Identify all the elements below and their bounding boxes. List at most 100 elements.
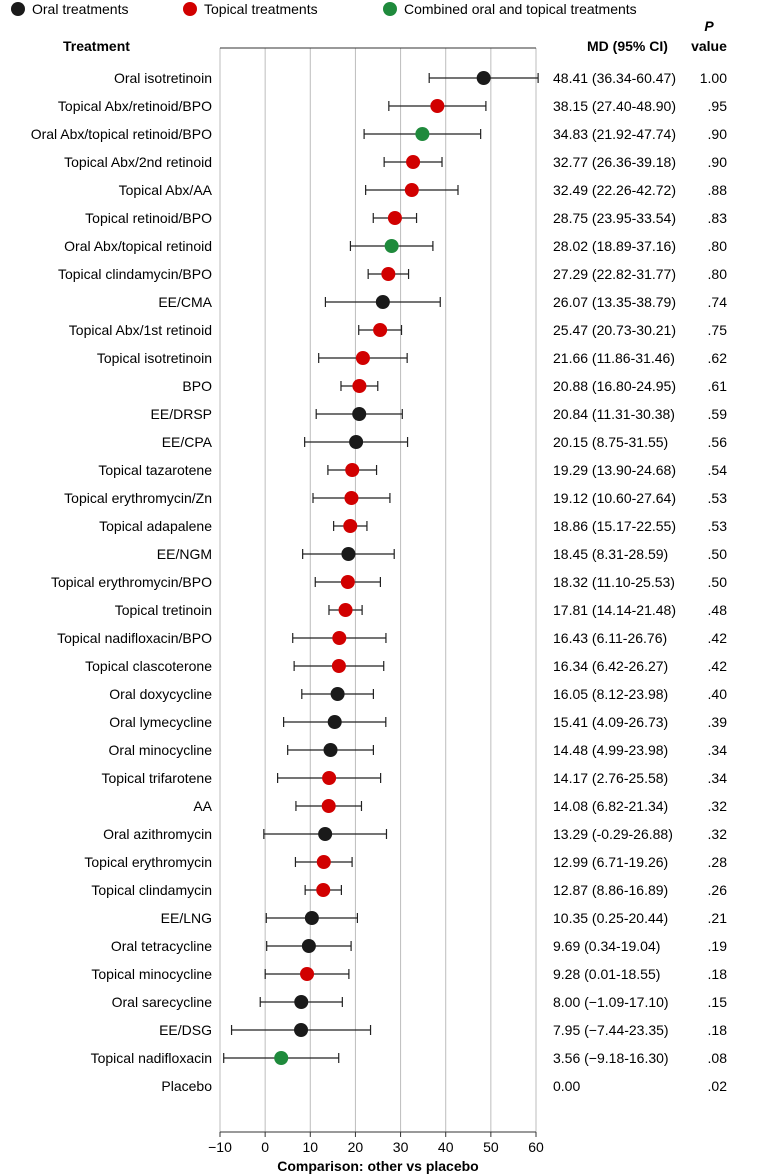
p-header-line2: value	[691, 38, 727, 54]
md-ci-value: 28.02 (18.89-37.16)	[553, 238, 676, 254]
table-row: EE/NGM 18.45 (8.31-28.59) .50	[157, 546, 727, 562]
md-ci-value: 18.32 (11.10-25.53)	[553, 574, 675, 590]
legend-combined-marker	[383, 2, 397, 16]
treatment-label: Topical trifarotene	[101, 770, 212, 786]
point-estimate	[430, 99, 445, 113]
md-ci-value: 21.66 (11.86-31.46)	[553, 350, 675, 366]
point-estimate	[332, 631, 347, 645]
table-row: Topical erythromycin/Zn 19.12 (10.60-27.6…	[64, 490, 727, 506]
md-ci-value: 17.81 (14.14-21.48)	[553, 602, 676, 618]
md-ci-value: 18.45 (8.31-28.59)	[553, 546, 668, 562]
p-value: .83	[708, 210, 728, 226]
point-estimate	[345, 463, 360, 477]
p-value: .75	[708, 322, 728, 338]
treatment-label: Placebo	[161, 1078, 212, 1094]
md-ci-value: 25.47 (20.73-30.21)	[553, 322, 676, 338]
point-estimate	[406, 155, 421, 169]
x-tick-label: 10	[302, 1139, 318, 1155]
p-value: .53	[708, 518, 728, 534]
table-row: Oral azithromycin 13.29 (-0.29-26.88) .32	[103, 826, 727, 842]
table-row: Oral Abx/topical retinoid 28.02 (18.89-37…	[64, 238, 727, 254]
x-axis-ticks: −10 0 10 20 30 40 50 60	[208, 1132, 544, 1155]
p-value: .62	[708, 350, 728, 366]
p-value: .34	[708, 742, 728, 758]
md-ci-value: 12.87 (8.86-16.89)	[553, 882, 668, 898]
treatment-label: Oral isotretinoin	[114, 70, 212, 86]
point-estimate	[349, 435, 364, 449]
md-ci-value: 9.69 (0.34-19.04)	[553, 938, 660, 954]
point-estimate	[304, 911, 319, 925]
treatment-label: Topical Abx/1st retinoid	[69, 322, 212, 338]
table-row: AA 14.08 (6.82-21.34) .32	[193, 798, 727, 814]
treatment-label: Topical adapalene	[99, 518, 212, 534]
table-row: Topical trifarotene 14.17 (2.76-25.58) .34	[101, 770, 727, 786]
md-ci-value: 32.77 (26.36-39.18)	[553, 154, 676, 170]
md-header: MD (95% CI)	[587, 38, 668, 54]
p-value: .90	[708, 126, 728, 142]
table-row: EE/DRSP 20.84 (11.31-30.38) .59	[151, 406, 728, 422]
x-tick-label: 20	[348, 1139, 364, 1155]
p-value: .80	[708, 238, 728, 254]
treatment-label: Oral Abx/topical retinoid	[64, 238, 212, 254]
md-ci-value: 9.28 (0.01-18.55)	[553, 966, 660, 982]
table-row: Topical erythromycin 12.99 (6.71-19.26) .2…	[84, 854, 727, 870]
x-tick-label: 30	[393, 1139, 409, 1155]
md-ci-value: 16.43 (6.11-26.76)	[553, 630, 667, 646]
p-value: .80	[708, 266, 728, 282]
table-row: Topical nadifloxacin 3.56 (−9.18-16.30) .0…	[91, 1050, 728, 1066]
grid	[219, 48, 537, 1132]
md-ci-value: 34.83 (21.92-47.74)	[553, 126, 676, 142]
treatment-label: Topical erythromycin/Zn	[64, 490, 212, 506]
point-estimate	[274, 1051, 289, 1065]
treatment-label: Oral Abx/topical retinoid/BPO	[31, 126, 212, 142]
table-row: Topical erythromycin/BPO 18.32 (11.10-25.…	[51, 574, 727, 590]
p-value: .34	[708, 770, 728, 786]
table-row: Topical tretinoin 17.81 (14.14-21.48) .48	[115, 602, 727, 618]
treatment-label: Topical clascoterone	[85, 658, 212, 674]
rows: Oral isotretinoin 48.41 (36.34-60.47) 1.00…	[31, 70, 728, 1094]
p-value: .42	[708, 630, 728, 646]
treatment-label: Oral tetracycline	[111, 938, 212, 954]
point-estimate	[323, 743, 338, 757]
table-row: Oral lymecycline 15.41 (4.09-26.73) .39	[109, 714, 727, 730]
treatment-label: Topical clindamycin	[91, 882, 212, 898]
point-estimate	[318, 827, 333, 841]
md-ci-value: 12.99 (6.71-19.26)	[553, 854, 668, 870]
treatment-label: Topical Abx/retinoid/BPO	[58, 98, 212, 114]
point-estimate	[330, 687, 345, 701]
md-ci-value: 13.29 (-0.29-26.88)	[553, 826, 673, 842]
p-value: .18	[708, 966, 728, 982]
md-ci-value: 26.07 (13.35-38.79)	[553, 294, 676, 310]
treatment-label: BPO	[182, 378, 212, 394]
md-ci-value: 38.15 (27.40-48.90)	[553, 98, 676, 114]
point-estimate	[387, 211, 402, 225]
point-estimate	[316, 855, 331, 869]
treatment-label: Topical tretinoin	[115, 602, 212, 618]
p-header-line1: P	[704, 18, 714, 34]
md-ci-value: 0.00	[553, 1078, 580, 1094]
md-ci-value: 19.12 (10.60-27.64)	[553, 490, 676, 506]
md-ci-value: 7.95 (−7.44-23.35)	[553, 1022, 669, 1038]
treatment-label: Topical clindamycin/BPO	[58, 266, 212, 282]
legend-oral-label: Oral treatments	[32, 1, 128, 17]
p-value: .21	[708, 910, 728, 926]
treatment-label: EE/DRSP	[151, 406, 212, 422]
point-estimate	[352, 407, 367, 421]
legend-topical-label: Topical treatments	[204, 1, 318, 17]
point-estimate	[327, 715, 342, 729]
table-row: Oral minocycline 14.48 (4.99-23.98) .34	[109, 742, 728, 758]
p-value: .15	[708, 994, 728, 1010]
table-row: Topical minocycline 9.28 (0.01-18.55) .18	[91, 966, 727, 982]
p-value: .53	[708, 490, 728, 506]
md-ci-value: 3.56 (−9.18-16.30)	[553, 1050, 669, 1066]
p-value: .39	[708, 714, 728, 730]
p-value: .32	[708, 798, 728, 814]
treatment-label: EE/NGM	[157, 546, 212, 562]
table-row: EE/CPA 20.15 (8.75-31.55) .56	[162, 434, 728, 450]
p-value: .50	[708, 546, 728, 562]
table-row: Oral sarecycline 8.00 (−1.09-17.10) .15	[112, 994, 728, 1010]
x-tick-label: 50	[483, 1139, 499, 1155]
x-tick-label: 0	[261, 1139, 269, 1155]
p-value: .18	[708, 1022, 728, 1038]
treatment-label: Topical Abx/2nd retinoid	[64, 154, 212, 170]
